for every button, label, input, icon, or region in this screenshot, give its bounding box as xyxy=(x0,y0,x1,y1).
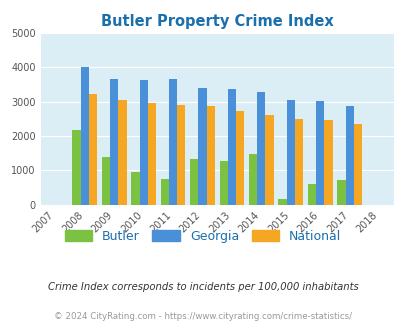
Bar xyxy=(139,80,147,205)
Legend: Butler, Georgia, National: Butler, Georgia, National xyxy=(60,225,345,248)
Bar xyxy=(206,106,214,205)
Bar xyxy=(315,101,324,205)
Bar xyxy=(102,156,110,205)
Bar xyxy=(72,130,81,205)
Bar xyxy=(324,120,332,205)
Bar xyxy=(278,199,286,205)
Bar xyxy=(219,161,227,205)
Text: Crime Index corresponds to incidents per 100,000 inhabitants: Crime Index corresponds to incidents per… xyxy=(47,282,358,292)
Bar xyxy=(265,115,273,205)
Bar xyxy=(227,89,235,205)
Bar xyxy=(198,87,206,205)
Bar xyxy=(147,103,156,205)
Bar xyxy=(248,154,257,205)
Title: Butler Property Crime Index: Butler Property Crime Index xyxy=(100,14,333,29)
Bar xyxy=(81,67,89,205)
Bar xyxy=(131,172,139,205)
Text: © 2024 CityRating.com - https://www.cityrating.com/crime-statistics/: © 2024 CityRating.com - https://www.city… xyxy=(54,312,351,321)
Bar xyxy=(257,92,265,205)
Bar xyxy=(118,100,126,205)
Bar xyxy=(110,79,118,205)
Bar xyxy=(294,119,303,205)
Bar xyxy=(190,159,198,205)
Bar xyxy=(307,184,315,205)
Bar xyxy=(177,105,185,205)
Bar xyxy=(89,94,97,205)
Bar xyxy=(168,79,177,205)
Bar xyxy=(345,106,353,205)
Bar xyxy=(286,100,294,205)
Bar xyxy=(235,111,244,205)
Bar xyxy=(160,179,168,205)
Bar xyxy=(337,180,345,205)
Bar xyxy=(353,124,361,205)
